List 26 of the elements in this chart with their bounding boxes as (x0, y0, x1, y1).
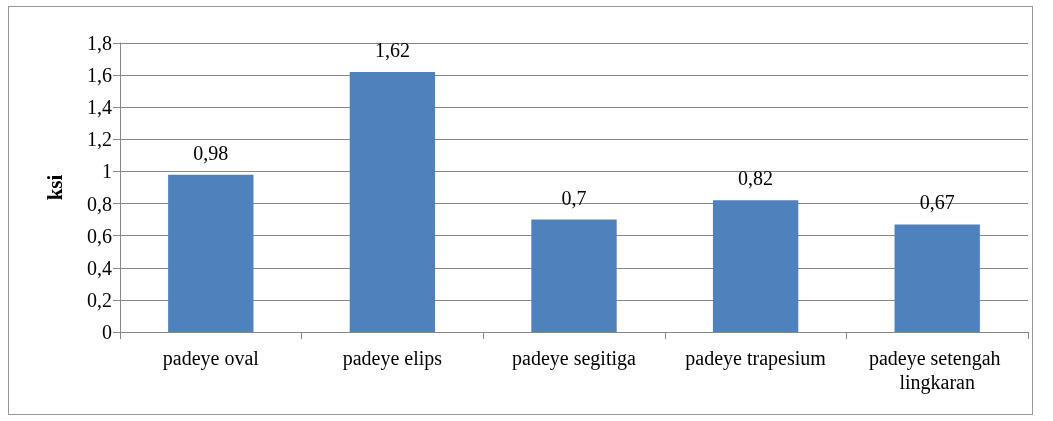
bar (712, 200, 799, 332)
x-tick-label: padeye setengah lingkaran (868, 347, 1006, 394)
data-label: 1,62 (374, 38, 410, 61)
bar (894, 224, 980, 332)
data-label: 0,98 (193, 141, 229, 164)
y-axis-title: ksi (42, 174, 67, 201)
data-label: 0,82 (738, 167, 774, 190)
y-tick-label: 1,8 (87, 32, 112, 54)
y-tick-label: 0 (102, 321, 112, 343)
y-tick-label: 0,4 (87, 256, 112, 279)
x-tick-label: padeye segitiga (512, 347, 637, 370)
y-tick-label: 1,4 (87, 96, 112, 119)
data-label: 0,67 (919, 191, 955, 214)
y-tick-label: 1,2 (87, 128, 112, 151)
data-label: 0,7 (561, 186, 587, 209)
x-tick-label: padeye oval (162, 347, 260, 370)
y-tick-label: 0,2 (87, 288, 112, 311)
y-tick-label: 0,6 (87, 224, 112, 247)
bar (168, 174, 254, 332)
bar (349, 71, 436, 332)
x-tick-label: padeye trapesium (685, 347, 827, 370)
y-tick-label: 0,8 (87, 192, 112, 215)
x-tick-label: padeye elips (342, 347, 443, 370)
bar (531, 219, 617, 332)
y-tick-label: 1 (102, 160, 112, 183)
y-tick-label: 1,6 (87, 64, 112, 87)
